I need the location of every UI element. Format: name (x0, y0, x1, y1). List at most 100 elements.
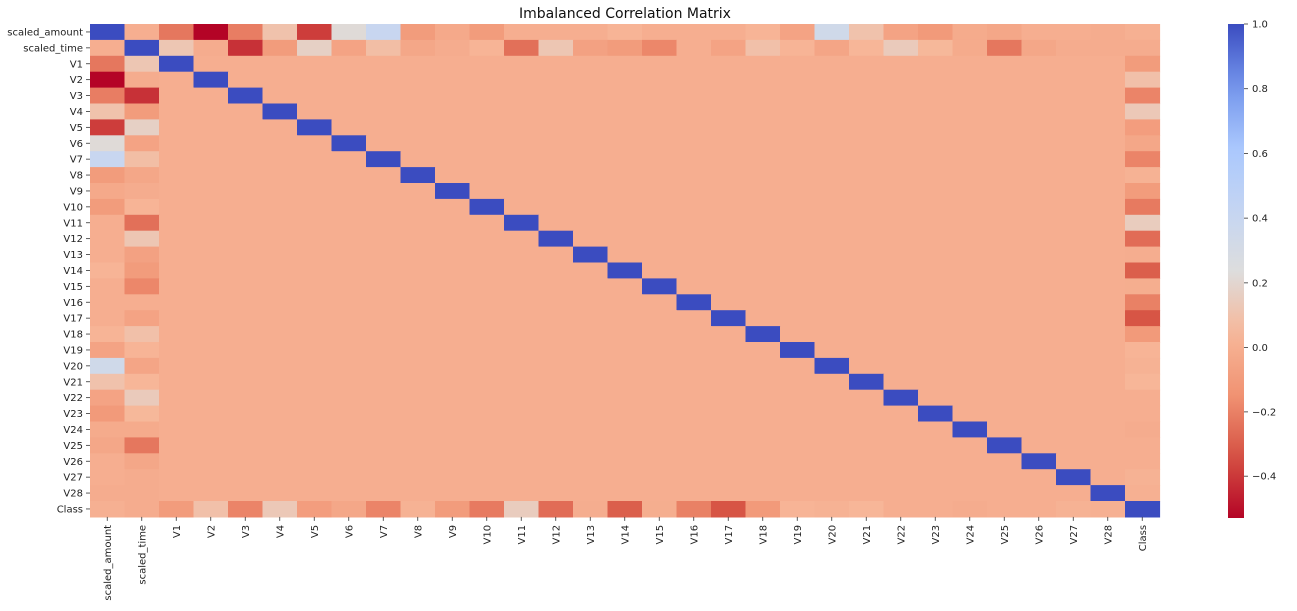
heatmap-cell (987, 421, 1023, 438)
heatmap-cell (331, 119, 367, 136)
heatmap-cell (1125, 278, 1161, 295)
heatmap-cell (159, 167, 195, 184)
heatmap-cell (193, 357, 229, 375)
heatmap-cell (849, 373, 885, 391)
heatmap-cell (676, 39, 712, 57)
heatmap-cell (1125, 421, 1161, 438)
heatmap-cell (1021, 326, 1057, 343)
heatmap-cell (228, 342, 264, 359)
heatmap-cell (331, 87, 367, 105)
heatmap-cell (193, 24, 229, 41)
heatmap-cell (90, 326, 126, 343)
heatmap-cell (1056, 453, 1092, 470)
heatmap-cell (849, 453, 885, 470)
heatmap-cell (849, 278, 885, 295)
heatmap-cell (918, 24, 954, 41)
heatmap-cell (780, 501, 816, 518)
heatmap-cell (1125, 183, 1161, 200)
heatmap-cell (262, 373, 298, 391)
heatmap-cell (676, 310, 712, 327)
heatmap-cell (1125, 39, 1161, 57)
heatmap-cell (642, 294, 678, 311)
heatmap-cell (228, 119, 264, 136)
heatmap-cell (849, 501, 885, 518)
heatmap-cell (193, 119, 229, 136)
heatmap-cell (676, 135, 712, 152)
colorbar-tick-label: 0.8 (1252, 84, 1268, 95)
heatmap-cell (504, 119, 540, 136)
heatmap-cell (573, 71, 609, 89)
heatmap-cell (228, 24, 264, 41)
heatmap-cell (642, 485, 678, 502)
heatmap-cell (331, 294, 367, 311)
heatmap-cell (849, 246, 885, 264)
heatmap-cell (469, 55, 505, 73)
heatmap-cell (124, 421, 160, 438)
heatmap-cell (745, 278, 781, 295)
heatmap-cell (400, 55, 436, 73)
heatmap-cell (849, 485, 885, 502)
heatmap-cell (814, 485, 850, 502)
heatmap-cell (987, 151, 1023, 168)
heatmap-cell (642, 71, 678, 89)
column-tick-label: V25 (1000, 525, 1011, 545)
heatmap-cell (366, 357, 402, 375)
heatmap-cell (849, 342, 885, 359)
heatmap-cell (193, 151, 229, 168)
heatmap-cell (607, 310, 643, 327)
heatmap-cell (849, 214, 885, 232)
heatmap-cell (90, 453, 126, 470)
heatmap-cell (1125, 119, 1161, 136)
heatmap-cell (1056, 214, 1092, 232)
heatmap-cell (159, 103, 195, 120)
heatmap-cell (676, 55, 712, 73)
heatmap-cell (262, 437, 298, 454)
heatmap-cell (504, 135, 540, 152)
row-tick-label: V14 (63, 266, 83, 277)
heatmap-cell (435, 198, 471, 216)
colorbar-tick-label: 1.0 (1252, 20, 1268, 31)
heatmap-cell (193, 135, 229, 152)
heatmap-cell (1090, 453, 1126, 470)
heatmap-cell (297, 55, 333, 73)
heatmap-cell (607, 39, 643, 57)
heatmap-cell (745, 230, 781, 248)
heatmap-cell (1125, 373, 1161, 391)
heatmap-cell (159, 437, 195, 454)
heatmap-cell (573, 342, 609, 359)
heatmap-cell (1056, 326, 1092, 343)
heatmap-cell (642, 501, 678, 518)
heatmap-cell (366, 405, 402, 423)
heatmap-cell (1021, 501, 1057, 518)
heatmap-cell (642, 151, 678, 168)
heatmap-cell (124, 485, 160, 502)
heatmap-cell (538, 230, 574, 248)
heatmap-cell (918, 135, 954, 152)
heatmap-cell (1125, 246, 1161, 264)
heatmap-cell (90, 230, 126, 248)
heatmap-cell (159, 357, 195, 375)
heatmap-cell (228, 214, 264, 232)
heatmap-cell (297, 485, 333, 502)
heatmap-cell (124, 326, 160, 343)
heatmap-cell (952, 230, 988, 248)
heatmap-cell (297, 469, 333, 486)
heatmap-cell (711, 310, 747, 327)
row-tick-label: V26 (63, 457, 83, 468)
heatmap-cell (711, 214, 747, 232)
heatmap-cell (814, 214, 850, 232)
heatmap-cell (849, 119, 885, 136)
heatmap-cell (228, 246, 264, 264)
heatmap-cell (504, 214, 540, 232)
heatmap-cell (607, 55, 643, 73)
heatmap-cell (435, 135, 471, 152)
heatmap-cell (262, 405, 298, 423)
heatmap-cell (952, 71, 988, 89)
heatmap-cell (366, 262, 402, 279)
heatmap-cell (90, 55, 126, 73)
heatmap-cell (573, 103, 609, 120)
heatmap-cell (607, 151, 643, 168)
heatmap-cell (711, 294, 747, 311)
heatmap-cell (1125, 230, 1161, 248)
heatmap-cell (1056, 501, 1092, 518)
